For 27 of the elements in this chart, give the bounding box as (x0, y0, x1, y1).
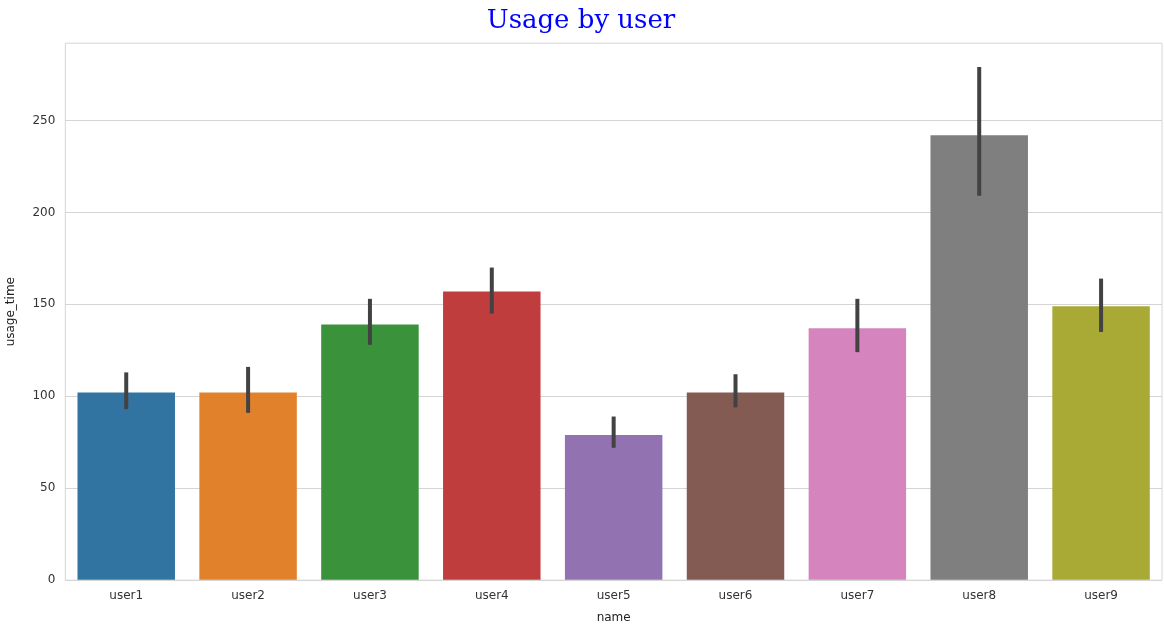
chart-title: Usage by user (486, 4, 676, 35)
y-tick-label: 50 (40, 480, 56, 495)
x-tick-label: user6 (718, 587, 753, 602)
x-axis-title: name (596, 609, 631, 624)
x-tick-label: user7 (840, 587, 875, 602)
y-tick-label: 250 (32, 112, 56, 127)
x-tick-label: user1 (109, 587, 144, 602)
x-tick-label: user8 (962, 587, 997, 602)
x-tick-label: user9 (1084, 587, 1118, 602)
bar (686, 392, 785, 580)
x-tick-label: user3 (353, 587, 387, 602)
x-tick-label: user2 (231, 587, 265, 602)
x-tick-label: user5 (596, 587, 631, 602)
bar (321, 324, 419, 580)
bar (77, 392, 175, 580)
x-tick-label: user4 (474, 587, 509, 602)
y-tick-label: 150 (32, 296, 56, 311)
bar (930, 135, 1028, 580)
bar (1052, 306, 1150, 580)
bar (808, 328, 907, 580)
y-tick-label: 100 (32, 388, 56, 403)
y-tick-label: 200 (32, 204, 56, 219)
y-tick-label: 0 (47, 572, 56, 587)
bar (199, 392, 297, 580)
bar (443, 291, 541, 580)
bar (564, 434, 663, 580)
y-axis-title: usage_time (3, 277, 18, 347)
